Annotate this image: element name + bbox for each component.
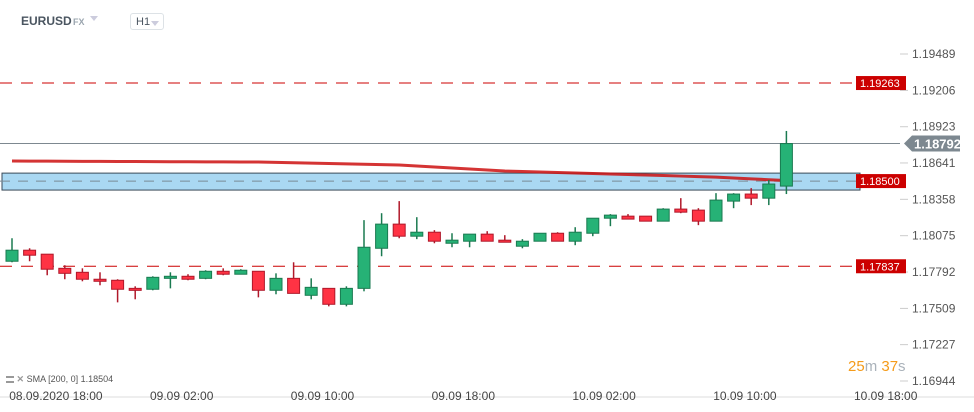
candle-bearish[interactable] xyxy=(287,277,301,294)
candle-bullish[interactable] xyxy=(762,183,776,199)
time-tick-label: 10.09 18:00 xyxy=(854,389,918,403)
remove-indicator-icon[interactable]: ✕ xyxy=(16,374,25,384)
candle-bullish[interactable] xyxy=(515,240,529,247)
price-tick-label: 1.19489 xyxy=(912,47,956,61)
candle-bearish[interactable] xyxy=(639,215,653,222)
candle-bearish[interactable] xyxy=(322,287,336,305)
candle-bullish[interactable] xyxy=(5,249,19,262)
price-level-label: 1.17837 xyxy=(860,261,900,273)
indicator-settings-icon[interactable] xyxy=(6,376,14,384)
price-tick-label: 1.19206 xyxy=(912,83,956,97)
candle-bullish[interactable] xyxy=(339,287,353,305)
candle-bullish[interactable] xyxy=(234,269,248,275)
price-level-label-bg xyxy=(856,76,906,91)
candle-bullish[interactable] xyxy=(375,223,389,249)
candle-bullish[interactable] xyxy=(568,231,582,242)
candle-bearish[interactable] xyxy=(23,249,37,256)
price-tick-label: 1.17227 xyxy=(912,338,956,352)
countdown-seconds: 37 xyxy=(881,358,899,375)
price-level-label-bg xyxy=(856,174,906,189)
sma-legend: ✕ SMA [200, 0] 1.18504 xyxy=(6,374,113,385)
candle-bearish[interactable] xyxy=(621,215,635,220)
candle-bearish[interactable] xyxy=(691,209,705,222)
symbol-label[interactable]: EURUSD xyxy=(21,14,72,28)
candle-bullish[interactable] xyxy=(463,233,477,242)
candle-bullish[interactable] xyxy=(533,232,547,242)
candle-bullish[interactable] xyxy=(709,199,723,222)
candle-bearish[interactable] xyxy=(744,193,758,199)
support-resistance-zone[interactable] xyxy=(1,172,861,191)
price-level-label: 1.19263 xyxy=(860,78,900,90)
candle-bearish[interactable] xyxy=(216,270,230,275)
price-level-label-bg xyxy=(856,259,906,274)
price-tick-label: 1.18358 xyxy=(912,192,956,206)
candle-bullish[interactable] xyxy=(357,246,371,289)
candle-bullish[interactable] xyxy=(445,239,459,244)
candle-bearish[interactable] xyxy=(58,267,72,274)
candle-bullish[interactable] xyxy=(779,143,793,187)
candle-bullish[interactable] xyxy=(727,193,741,202)
candle-bullish[interactable] xyxy=(163,275,177,279)
candle-bearish[interactable] xyxy=(427,231,441,242)
candle-bullish[interactable] xyxy=(410,231,424,237)
price-level-label: 1.18500 xyxy=(860,176,900,188)
candle-bearish[interactable] xyxy=(128,287,142,291)
time-tick-label: 10.09 10:00 xyxy=(713,389,777,403)
candle-bearish[interactable] xyxy=(75,271,89,280)
sma-legend-text: SMA [200, 0] 1.18504 xyxy=(26,374,114,384)
candle-bullish[interactable] xyxy=(586,217,600,234)
countdown-m: m xyxy=(864,358,878,375)
candle-bullish[interactable] xyxy=(603,214,617,219)
candle-bearish[interactable] xyxy=(93,278,107,282)
candle-bearish[interactable] xyxy=(674,208,688,213)
candle-bearish[interactable] xyxy=(111,279,125,290)
price-tick-label: 1.17509 xyxy=(912,301,956,315)
price-tick-label: 1.16944 xyxy=(912,374,956,388)
candle-bullish[interactable] xyxy=(199,270,213,279)
candle-bullish[interactable] xyxy=(304,286,318,296)
price-tick-label: 1.17792 xyxy=(912,265,956,279)
time-tick-label: 08.09.2020 18:00 xyxy=(9,389,103,403)
timeframe-value: H1 xyxy=(136,16,151,28)
countdown-minutes: 25 xyxy=(848,358,865,375)
candle-bearish[interactable] xyxy=(181,275,195,280)
time-tick-label: 10.09 02:00 xyxy=(572,389,636,403)
time-tick-label: 09.09 18:00 xyxy=(432,389,496,403)
chevron-down-icon xyxy=(151,21,159,26)
candle-bearish[interactable] xyxy=(480,233,494,242)
timeframe-select[interactable]: H1 xyxy=(130,13,164,30)
candle-bearish[interactable] xyxy=(392,223,406,237)
market-dropdown-caret-icon[interactable] xyxy=(90,16,98,21)
candle-bullish[interactable] xyxy=(146,276,160,290)
countdown-s: s xyxy=(898,358,906,375)
candle-bullish[interactable] xyxy=(269,277,283,291)
price-tick-label: 1.18075 xyxy=(912,229,956,243)
candle-bearish[interactable] xyxy=(40,253,54,270)
market-type-label[interactable]: FX xyxy=(73,17,85,27)
candle-countdown: 25m 37s xyxy=(848,358,906,375)
time-tick-label: 09.09 10:00 xyxy=(291,389,355,403)
current-price-label-bg xyxy=(904,135,960,152)
candle-bearish[interactable] xyxy=(251,270,265,291)
price-tick-label: 1.18641 xyxy=(912,156,956,170)
time-tick-label: 09.09 02:00 xyxy=(150,389,214,403)
price-tick-label: 1.18923 xyxy=(912,120,956,134)
candle-bullish[interactable] xyxy=(656,208,670,222)
current-price-label: 1.18792 xyxy=(914,137,961,152)
sma-line xyxy=(11,159,787,183)
candle-bearish[interactable] xyxy=(551,232,565,242)
candle-bearish[interactable] xyxy=(498,239,512,243)
